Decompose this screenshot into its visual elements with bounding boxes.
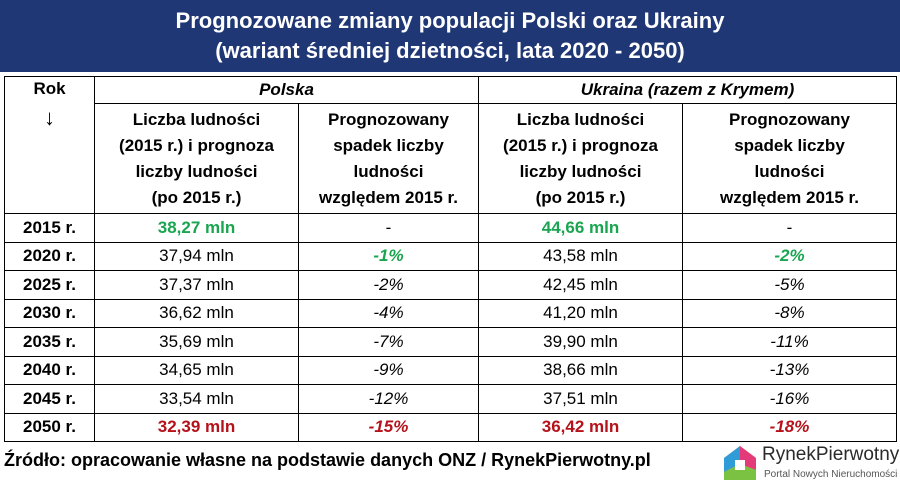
- country-header-ukraine: Ukraina (razem z Krymem): [478, 76, 897, 104]
- table-row: 2045 r. 33,54 mln -12% 37,51 mln -16%: [4, 384, 897, 414]
- table-row: 2035 r. 35,69 mln -7% 39,90 mln -11%: [4, 327, 897, 357]
- house-logo-icon: [724, 446, 756, 480]
- population-table: Rok ↓ Polska Ukraina (razem z Krymem) Li…: [4, 76, 897, 442]
- ua-change-cell: -13%: [682, 355, 897, 385]
- year-cell: 2015 r.: [4, 213, 95, 243]
- pl-population-cell: 35,69 mln: [94, 327, 299, 357]
- pl-population-cell: 34,65 mln: [94, 355, 299, 385]
- year-column-header: Rok ↓: [4, 76, 95, 214]
- table-row: 2030 r. 36,62 mln -4% 41,20 mln -8%: [4, 298, 897, 328]
- pl-change-cell: -12%: [298, 384, 479, 414]
- ua-change-cell: -5%: [682, 270, 897, 300]
- ua-change-cell: -2%: [682, 241, 897, 271]
- pl-change-cell: -15%: [298, 412, 479, 442]
- year-cell: 2050 r.: [4, 412, 95, 442]
- ua-population-cell: 39,90 mln: [478, 327, 683, 357]
- pl-change-cell: -2%: [298, 270, 479, 300]
- ua-population-cell: 41,20 mln: [478, 298, 683, 328]
- table-row: 2020 r. 37,94 mln -1% 43,58 mln -2%: [4, 241, 897, 271]
- pl-change-cell: -: [298, 213, 479, 243]
- brand-logo: RynekPierwotny Portal Nowych Nieruchomoś…: [720, 442, 900, 486]
- ua-population-cell: 42,45 mln: [478, 270, 683, 300]
- table-row: 2040 r. 34,65 mln -9% 38,66 mln -13%: [4, 355, 897, 385]
- table-row: 2050 r. 32,39 mln -15% 36,42 mln -18%: [4, 412, 897, 442]
- pl-population-cell: 33,54 mln: [94, 384, 299, 414]
- ua-change-cell: -18%: [682, 412, 897, 442]
- pl-population-cell: 32,39 mln: [94, 412, 299, 442]
- ua-population-header: Liczba ludności (2015 r.) i prognoza lic…: [478, 103, 683, 214]
- ua-population-cell: 38,66 mln: [478, 355, 683, 385]
- ua-change-cell: -16%: [682, 384, 897, 414]
- country-header-poland: Polska: [94, 76, 479, 104]
- ua-change-cell: -8%: [682, 298, 897, 328]
- table-row: 2025 r. 37,37 mln -2% 42,45 mln -5%: [4, 270, 897, 300]
- pl-population-cell: 37,37 mln: [94, 270, 299, 300]
- logo-tagline: Portal Nowych Nieruchomości: [764, 469, 898, 480]
- ua-population-cell: 37,51 mln: [478, 384, 683, 414]
- year-cell: 2020 r.: [4, 241, 95, 271]
- ua-population-cell: 43,58 mln: [478, 241, 683, 271]
- ua-population-cell: 36,42 mln: [478, 412, 683, 442]
- pl-population-header: Liczba ludności (2015 r.) i prognoza lic…: [94, 103, 299, 214]
- pl-population-cell: 38,27 mln: [94, 213, 299, 243]
- pl-decline-header: Prognozowany spadek liczby ludności wzgl…: [298, 103, 479, 214]
- title-line-1: Prognozowane zmiany populacji Polski ora…: [175, 8, 725, 33]
- pl-change-cell: -1%: [298, 241, 479, 271]
- year-cell: 2035 r.: [4, 327, 95, 357]
- source-note: Źródło: opracowanie własne na podstawie …: [4, 450, 651, 470]
- year-cell: 2040 r.: [4, 355, 95, 385]
- pl-population-cell: 37,94 mln: [94, 241, 299, 271]
- year-cell: 2025 r.: [4, 270, 95, 300]
- pl-change-cell: -4%: [298, 298, 479, 328]
- year-header-label: Rok: [33, 79, 66, 98]
- title-banner: Prognozowane zmiany populacji Polski ora…: [0, 0, 900, 72]
- ua-population-cell: 44,66 mln: [478, 213, 683, 243]
- down-arrow-icon: ↓: [44, 105, 55, 130]
- logo-brand-text: RynekPierwotny: [762, 444, 900, 465]
- pl-change-cell: -7%: [298, 327, 479, 357]
- ua-decline-header: Prognozowany spadek liczby ludności wzgl…: [682, 103, 897, 214]
- year-cell: 2030 r.: [4, 298, 95, 328]
- year-cell: 2045 r.: [4, 384, 95, 414]
- ua-change-cell: -: [682, 213, 897, 243]
- table-row: 2015 r. 38,27 mln - 44,66 mln -: [4, 213, 897, 243]
- ua-change-cell: -11%: [682, 327, 897, 357]
- pl-population-cell: 36,62 mln: [94, 298, 299, 328]
- pl-change-cell: -9%: [298, 355, 479, 385]
- title-line-2: (wariant średniej dzietności, lata 2020 …: [215, 38, 685, 63]
